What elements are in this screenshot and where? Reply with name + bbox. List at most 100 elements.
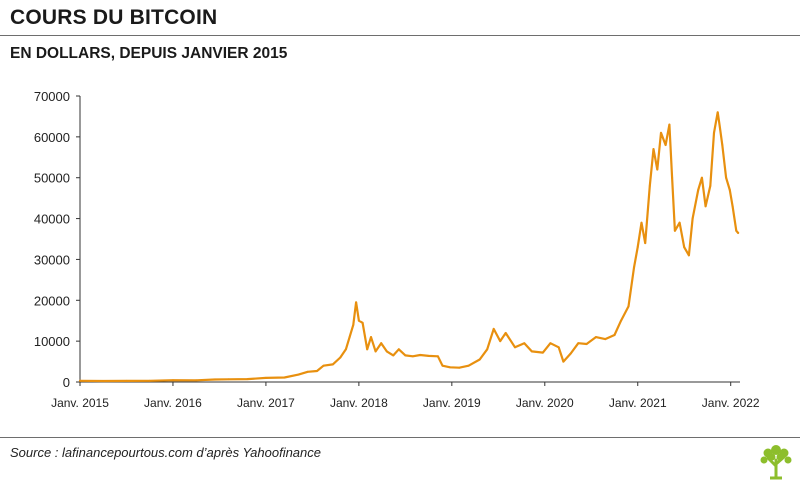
footer-divider — [0, 437, 800, 438]
data-point — [283, 376, 286, 379]
data-point — [678, 221, 681, 224]
y-tick-label: 60000 — [34, 130, 70, 145]
data-point — [594, 336, 597, 339]
y-axis: 0 10000 20000 30000 40000 50000 60000 70000 — [34, 89, 81, 390]
x-tick-label: Janv. 2015 — [51, 396, 109, 410]
x-tick-label: Janv. 2021 — [609, 396, 667, 410]
data-point — [673, 229, 676, 232]
data-point — [704, 205, 707, 208]
data-point — [195, 379, 198, 382]
data-point — [613, 334, 616, 336]
data-point — [737, 231, 740, 234]
x-tick-label: Janv. 2020 — [516, 396, 574, 410]
data-point — [264, 376, 267, 379]
data-point — [380, 342, 383, 345]
data-point — [523, 342, 526, 345]
data-point — [577, 342, 580, 345]
data-point — [633, 266, 635, 269]
data-point — [731, 205, 734, 208]
y-tick-label: 30000 — [34, 252, 70, 267]
y-tick-label: 50000 — [34, 171, 70, 186]
data-point — [344, 348, 347, 351]
data-point — [713, 131, 715, 134]
x-tick-label: Janv. 2017 — [237, 396, 295, 410]
data-point — [441, 364, 444, 367]
tree-logo-icon — [760, 445, 792, 480]
data-point — [656, 168, 659, 171]
title-divider — [0, 35, 800, 36]
data-point — [562, 360, 565, 363]
x-tick-label: Janv. 2022 — [702, 396, 760, 410]
data-point — [79, 379, 81, 382]
data-point — [725, 176, 728, 179]
data-point — [499, 340, 502, 343]
data-point — [691, 217, 694, 220]
data-point — [718, 123, 721, 126]
bitcoin-price-line — [78, 111, 740, 383]
data-point — [125, 379, 128, 382]
data-point — [306, 370, 309, 373]
data-point — [668, 123, 671, 126]
data-point — [671, 176, 674, 179]
data-point — [227, 378, 230, 381]
data-point — [569, 352, 572, 355]
data-point — [467, 364, 470, 367]
data-point — [297, 373, 300, 376]
data-point — [486, 348, 489, 351]
y-tick-label: 20000 — [34, 293, 70, 308]
data-point — [697, 189, 700, 191]
data-point — [648, 184, 651, 187]
data-point — [557, 346, 560, 349]
source-note: Source : lafinancepourtous.com d’après Y… — [10, 445, 321, 460]
data-point — [514, 346, 516, 349]
data-point — [392, 354, 395, 357]
data-point — [322, 364, 325, 367]
data-point — [687, 254, 690, 257]
series-group — [78, 111, 740, 383]
data-point — [102, 380, 105, 382]
data-point — [449, 366, 451, 369]
data-point — [427, 354, 430, 357]
data-point — [361, 321, 364, 324]
y-tick-label: 70000 — [34, 89, 70, 104]
data-point — [721, 144, 724, 146]
data-point — [331, 363, 334, 366]
data-point — [604, 338, 607, 341]
data-point — [664, 144, 667, 146]
data-point — [549, 342, 552, 345]
data-point — [735, 229, 738, 232]
data-point — [316, 370, 318, 372]
data-point — [652, 148, 655, 151]
data-point — [716, 111, 719, 114]
data-point — [700, 176, 703, 179]
y-tick-label: 0 — [63, 375, 70, 390]
chart-subtitle: EN DOLLARS, DEPUIS JANVIER 2015 — [10, 45, 288, 62]
data-point — [404, 354, 407, 357]
data-point — [644, 242, 647, 245]
x-tick-label: Janv. 2016 — [144, 396, 202, 410]
data-point — [357, 319, 360, 322]
data-point — [636, 246, 639, 249]
data-point — [397, 348, 400, 351]
line-chart: 0 10000 20000 30000 40000 50000 60000 70000 Jan… — [34, 89, 760, 410]
data-point — [374, 350, 377, 353]
data-point — [660, 131, 662, 134]
data-point — [541, 351, 544, 354]
data-point — [355, 301, 358, 304]
data-point — [530, 350, 533, 353]
data-point — [728, 189, 731, 191]
data-point — [504, 332, 507, 334]
data-point — [148, 379, 151, 382]
data-point — [478, 358, 481, 361]
data-point — [366, 348, 369, 351]
data-point — [213, 378, 216, 381]
data-point — [370, 336, 372, 339]
data-point — [492, 327, 495, 330]
data-point — [436, 355, 439, 358]
data-point — [352, 323, 355, 326]
x-tick-label: Janv. 2018 — [330, 396, 388, 410]
data-point — [385, 350, 388, 353]
data-point — [627, 305, 630, 308]
y-tick-label: 10000 — [34, 334, 70, 349]
data-point — [458, 366, 461, 369]
